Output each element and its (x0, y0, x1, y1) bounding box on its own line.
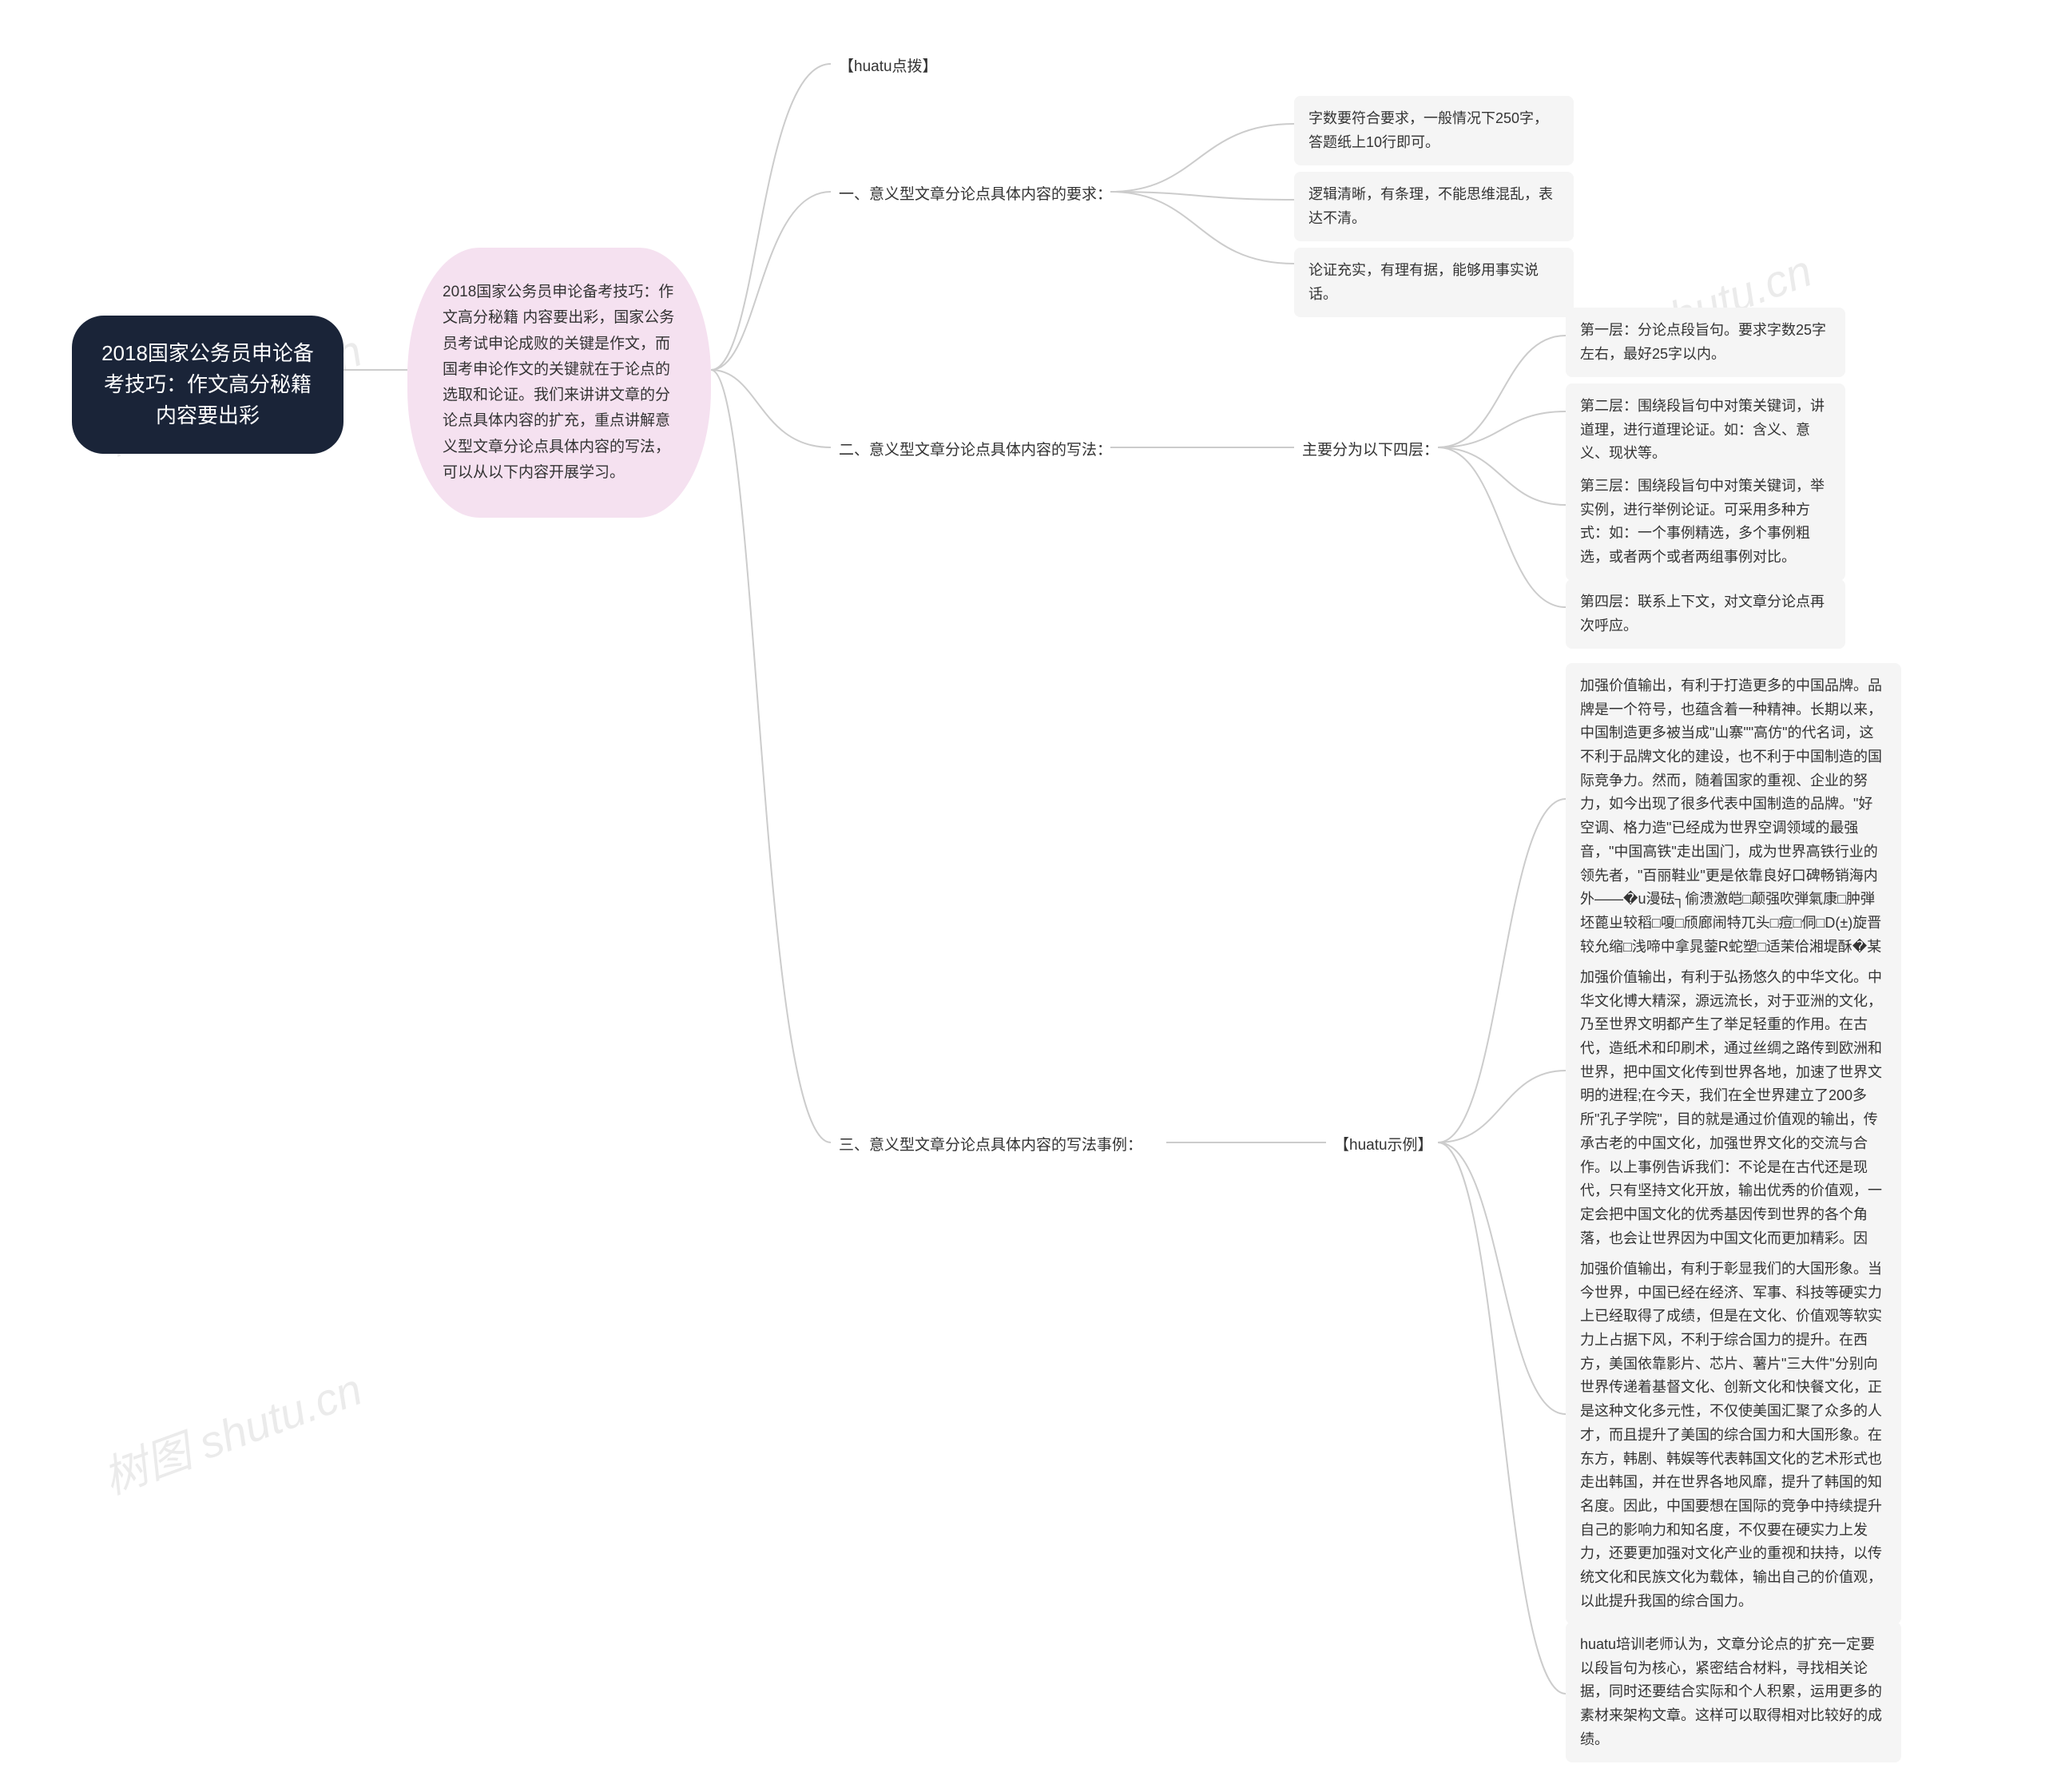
section-3-label: 三、意义型文章分论点具体内容的写法事例： (839, 1133, 1142, 1154)
leaf-s1c: 论证充实，有理有据，能够用事实说话。 (1294, 248, 1574, 317)
leaf-s2a: 第一层：分论点段旨句。要求字数25字左右，最好25字以内。 (1566, 308, 1845, 377)
description-node: 2018国家公务员申论备考技巧：作文高分秘籍 内容要出彩，国家公务员考试申论成败… (407, 248, 711, 518)
section-1-label: 一、意义型文章分论点具体内容的要求： (839, 182, 1112, 204)
section-3-sub-label: 【huatu示例】 (1334, 1133, 1433, 1154)
leaf-s3c: 加强价值输出，有利于彰显我们的大国形象。当今世界，中国已经在经济、军事、科技等硬… (1566, 1246, 1901, 1624)
root-node: 2018国家公务员申论备考技巧：作文高分秘籍 内容要出彩 (72, 316, 343, 454)
leaf-s1b: 逻辑清晰，有条理，不能思维混乱，表达不清。 (1294, 172, 1574, 241)
leaf-s2c: 第三层：围绕段旨句中对策关键词，举实例，进行举例论证。可采用多种方式：如：一个事… (1566, 463, 1845, 581)
section-0-label: 【huatu点拨】 (839, 54, 938, 76)
section-2-sub-label: 主要分为以下四层： (1302, 438, 1439, 459)
watermark: 树图 shutu.cn (93, 1353, 370, 1507)
leaf-s3d: huatu培训老师认为，文章分论点的扩充一定要以段旨句为核心，紧密结合材料，寻找… (1566, 1622, 1901, 1762)
leaf-s1a: 字数要符合要求，一般情况下250字，答题纸上10行即可。 (1294, 96, 1574, 165)
leaf-s2d: 第四层：联系上下文，对文章分论点再次呼应。 (1566, 579, 1845, 649)
mindmap-canvas: 树图 shutu.cn shutu.cn shutu.cn 树图 shutu.c… (0, 0, 2045, 1792)
section-2-label: 二、意义型文章分论点具体内容的写法： (839, 438, 1112, 459)
